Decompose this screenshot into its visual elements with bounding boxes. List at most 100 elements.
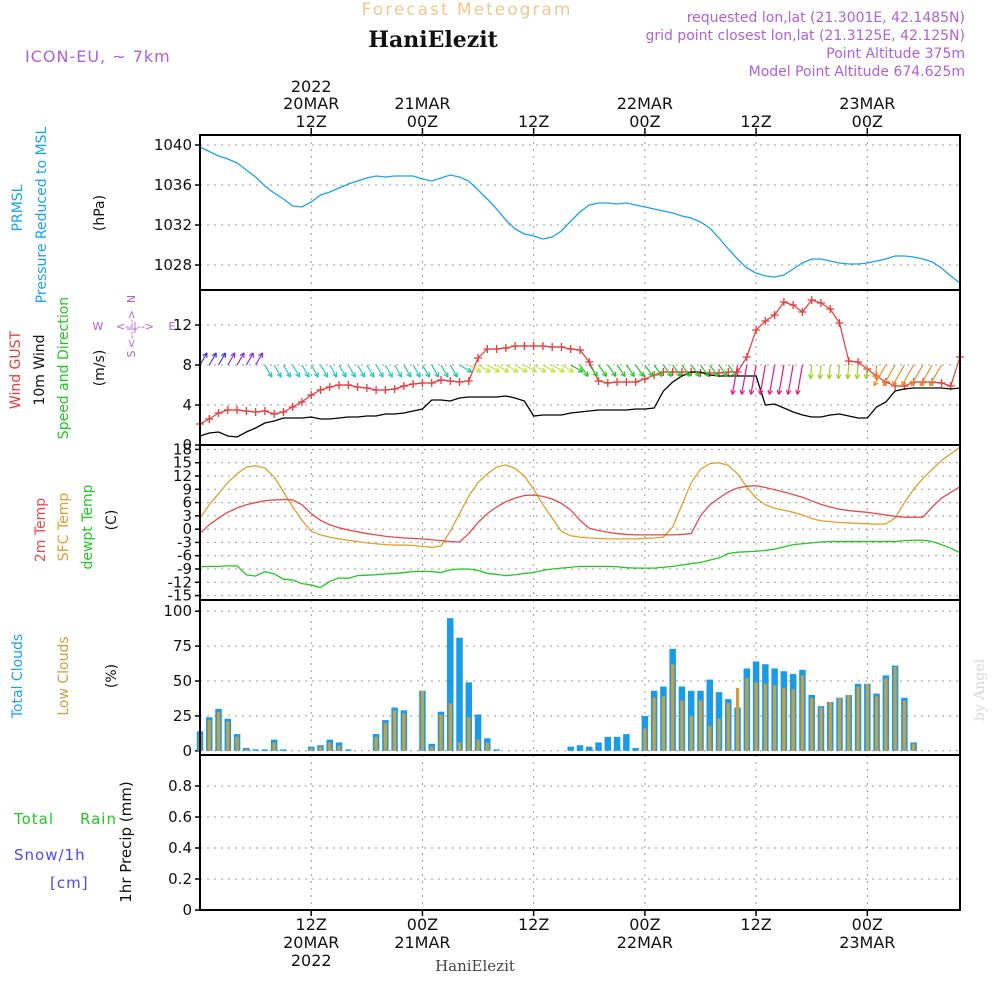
sfc-temp-line bbox=[199, 446, 961, 548]
total-cloud-bar bbox=[595, 742, 602, 751]
low-cloud-bar bbox=[782, 687, 786, 751]
wind-arrow bbox=[421, 364, 430, 378]
chart-title: Forecast Meteogram bbox=[362, 0, 573, 20]
wind-arrow-head bbox=[730, 389, 736, 395]
time-label-hour: 12Z bbox=[518, 112, 549, 131]
wind-arrow-head bbox=[434, 372, 440, 378]
total-cloud-bar bbox=[632, 748, 639, 751]
wind-arrow bbox=[394, 364, 403, 378]
closest-coords: grid point closest lon,lat (21.3125E, 42… bbox=[645, 28, 965, 44]
wind-arrow-head bbox=[568, 367, 575, 373]
time-label-hour: 00Z bbox=[407, 112, 438, 131]
wind-arrow-head bbox=[611, 371, 617, 377]
gust-marker bbox=[390, 385, 399, 393]
gust-marker bbox=[835, 319, 844, 327]
gust-marker bbox=[752, 326, 761, 334]
gust-marker bbox=[585, 358, 594, 366]
time-label-date: 20MAR bbox=[283, 94, 339, 113]
point-altitude: Point Altitude 375m bbox=[826, 46, 965, 62]
gust-marker bbox=[372, 386, 381, 394]
time-label-date-bottom: 23MAR bbox=[839, 933, 895, 952]
wind-arrow bbox=[570, 364, 584, 373]
precip-snow-label: Snow/1h bbox=[14, 846, 86, 864]
wind-arrow bbox=[768, 364, 776, 395]
wind-arrow bbox=[588, 364, 598, 377]
t2m-label: 2m Temp bbox=[33, 498, 49, 562]
low-cloud-bar bbox=[773, 685, 777, 751]
y-tick-label: 100 bbox=[163, 602, 192, 620]
wind-arrow-head bbox=[267, 372, 273, 378]
total-cloud-bar bbox=[493, 749, 500, 751]
low-cloud-bar bbox=[485, 742, 489, 751]
wind-arrow bbox=[514, 364, 528, 373]
gust-marker bbox=[381, 386, 390, 394]
y-tick-label: 12 bbox=[173, 316, 192, 334]
wind-arrow bbox=[487, 364, 500, 373]
y-tick-label: 0.4 bbox=[168, 839, 192, 857]
dewpt-line bbox=[199, 539, 961, 589]
low-cloud-bar bbox=[671, 664, 675, 751]
temp-unit-label: (C) bbox=[104, 510, 120, 531]
wind-arrow-head bbox=[295, 372, 301, 378]
wind-arrow bbox=[778, 364, 785, 395]
wind-arrow bbox=[796, 364, 804, 395]
wind-arrow bbox=[384, 364, 393, 378]
wind-arrow-head bbox=[285, 372, 292, 378]
low-cloud-bar bbox=[754, 682, 758, 751]
wind-arrow-head bbox=[397, 372, 403, 378]
wind-arrow bbox=[837, 364, 841, 379]
wind-arrow bbox=[292, 364, 301, 378]
time-label-date: 22MAR bbox=[617, 94, 673, 113]
panel-frame bbox=[199, 754, 961, 911]
gust-marker bbox=[724, 368, 733, 376]
wind-arrow-head bbox=[239, 352, 245, 358]
wind-arrow bbox=[218, 352, 227, 366]
wind-arrow-head bbox=[648, 371, 654, 377]
total-cloud-bar bbox=[280, 749, 287, 751]
compass-rose-arrows-h: <--|--> bbox=[116, 320, 154, 333]
wind-arrow-head bbox=[540, 367, 547, 373]
wind-arrow-head bbox=[415, 372, 421, 378]
y-tick-label: 0 bbox=[182, 436, 192, 454]
total-cloud-bar bbox=[474, 714, 482, 751]
wind-arrow-head bbox=[758, 389, 764, 395]
wind-arrow-head bbox=[304, 372, 310, 378]
gust-marker bbox=[594, 377, 603, 385]
wind-arrow-head bbox=[863, 374, 870, 380]
t2m-line bbox=[199, 485, 961, 543]
wind-arrow-head bbox=[739, 389, 746, 395]
wind-arrow-head bbox=[211, 352, 217, 358]
gust-marker bbox=[492, 345, 501, 353]
wind-arrow-head bbox=[795, 389, 801, 395]
low-clouds-label: Low Clouds bbox=[56, 636, 72, 715]
y-tick-label: -6 bbox=[177, 547, 192, 565]
low-cloud-bar bbox=[337, 745, 341, 751]
gust-marker bbox=[483, 345, 492, 353]
gust-marker bbox=[816, 299, 825, 307]
wind-arrow-head bbox=[713, 371, 719, 377]
wind-arrow-head bbox=[485, 367, 491, 373]
wind-arrow bbox=[449, 364, 458, 378]
wind-arrow bbox=[264, 364, 273, 378]
wind-arrow-head bbox=[910, 380, 916, 387]
wind-arrow-head bbox=[901, 380, 907, 387]
gust-marker bbox=[418, 379, 427, 387]
gust-marker bbox=[474, 354, 483, 362]
total-cloud-bar bbox=[604, 736, 612, 751]
wind-arrow bbox=[440, 364, 449, 378]
gust-marker bbox=[214, 409, 223, 417]
y-tick-label: 0 bbox=[182, 901, 192, 919]
gust-marker bbox=[761, 317, 770, 325]
low-cloud-bar bbox=[328, 742, 332, 751]
gust-marker bbox=[307, 391, 316, 399]
wind-arrow-head bbox=[512, 367, 519, 373]
low-cloud-bar bbox=[476, 739, 480, 751]
low-cloud-bar bbox=[856, 686, 860, 751]
low-cloud-bar bbox=[902, 700, 907, 751]
compass-rose-arrows: <--|--> bbox=[125, 310, 138, 348]
total-cloud-bar bbox=[345, 749, 352, 751]
low-cloud-bar bbox=[439, 714, 443, 751]
gust-marker bbox=[937, 379, 946, 387]
y-tick-label: 12 bbox=[173, 467, 192, 485]
